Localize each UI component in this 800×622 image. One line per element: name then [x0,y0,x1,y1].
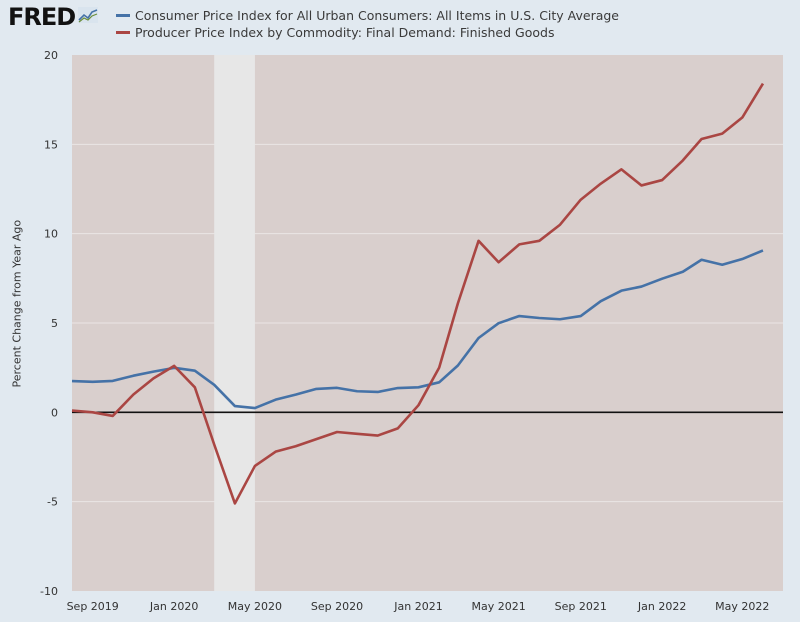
x-tick-label: Sep 2021 [555,600,607,613]
x-tick-label: May 2022 [715,600,769,613]
y-tick-label: 0 [51,406,58,419]
x-tick-label: Jan 2022 [637,600,686,613]
chart-legend: Consumer Price Index for All Urban Consu… [116,7,619,41]
y-tick-label: -10 [40,585,58,598]
trend-chart-icon [78,7,99,27]
y-tick-label: 5 [51,317,58,330]
legend-swatch-ppi [116,31,130,34]
legend-item-ppi[interactable]: Producer Price Index by Commodity: Final… [116,24,619,41]
x-tick-label: May 2021 [471,600,525,613]
fred-logo[interactable]: FRED [8,3,99,31]
x-tick-label: Sep 2020 [311,600,363,613]
legend-swatch-cpi [116,14,130,17]
y-tick-label: 10 [44,228,58,241]
recession-band [214,55,255,591]
y-tick-label: -5 [47,496,58,509]
series-line-cpi [71,249,764,410]
x-tick-label: May 2020 [228,600,282,613]
x-tick-label: Jan 2020 [149,600,198,613]
series-line-ppi [71,82,765,505]
x-tick-label: Sep 2019 [67,600,119,613]
logo-text: FRED [8,3,76,31]
y-tick-label: 20 [44,49,58,62]
legend-label-ppi: Producer Price Index by Commodity: Final… [135,25,555,40]
y-tick-label: 15 [44,138,58,151]
legend-label-cpi: Consumer Price Index for All Urban Consu… [135,8,619,23]
x-tick-label: Jan 2021 [393,600,442,613]
legend-item-cpi[interactable]: Consumer Price Index for All Urban Consu… [116,7,619,24]
